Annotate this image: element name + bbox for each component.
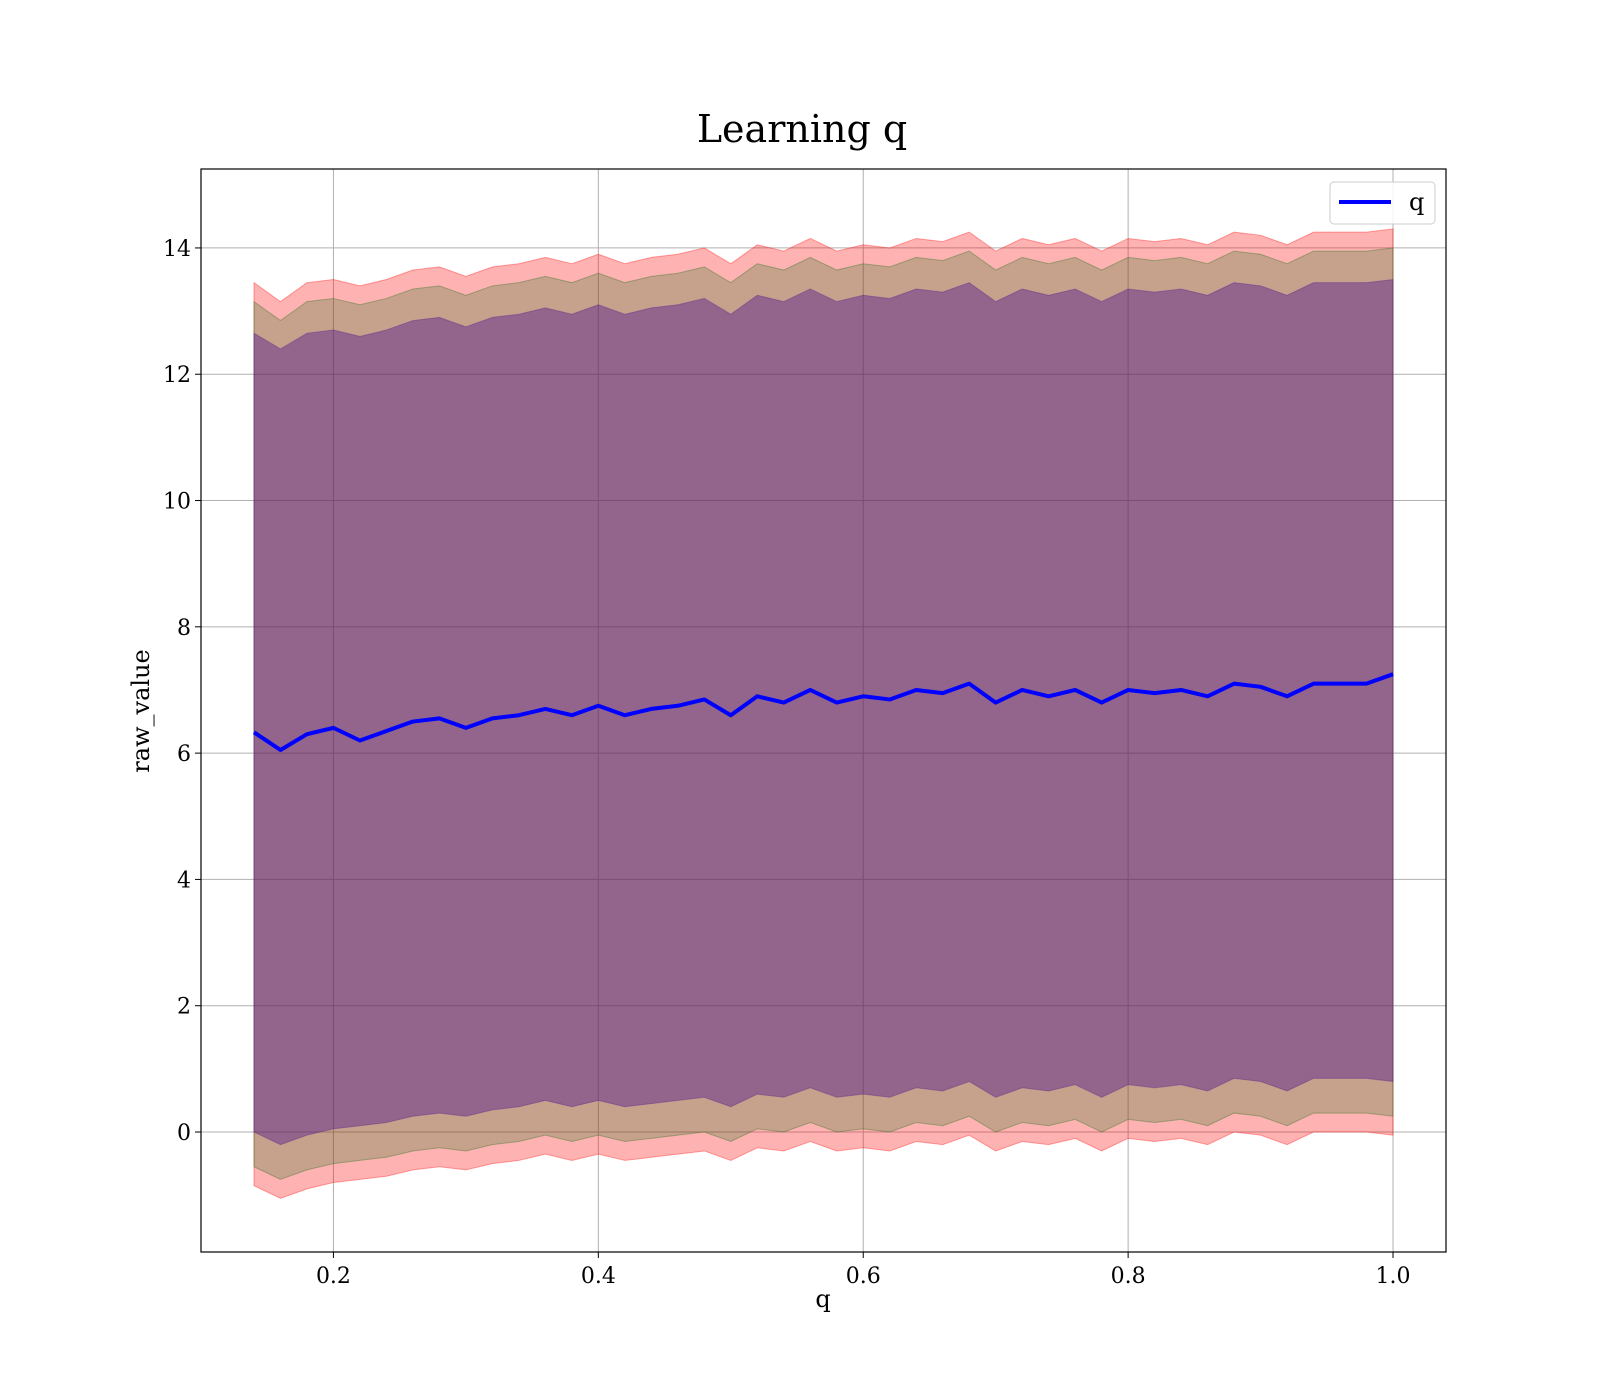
plot-frame [200,168,1447,1253]
y-tick-label: 14 [163,237,191,262]
series-line-q [252,672,1394,752]
series-lines [252,672,1394,752]
grid [201,169,1446,1252]
x-tick-label: 0.6 [846,1264,881,1289]
y-axis: 0 2 4 6 8 10 12 14 [163,237,201,1146]
x-tick-label: 1.0 [1376,1264,1411,1289]
y-tick-label: 4 [177,868,191,893]
legend-entry-q: q [1409,188,1424,216]
band-1 [253,247,1394,1180]
y-axis-label: raw_value [127,649,155,773]
x-tick-label: 0.2 [316,1264,351,1289]
y-tick-label: 2 [177,995,191,1020]
x-tick-label: 0.4 [581,1264,616,1289]
x-tick-label: 0.8 [1111,1264,1146,1289]
legend: q [1329,181,1436,225]
y-tick-label: 0 [177,1121,191,1146]
y-tick-label: 8 [177,616,191,641]
x-axis: 0.2 0.4 0.6 0.8 1.0 [316,1252,1411,1289]
y-tick-label: 12 [163,363,191,388]
y-tick-label: 6 [177,742,191,767]
y-tick-label: 10 [163,490,191,515]
band-2 [253,278,1394,1146]
confidence-bands [253,228,1394,1199]
chart-title: Learning q [697,107,907,151]
x-axis-label: q [815,1285,830,1313]
band-0 [253,228,1394,1199]
